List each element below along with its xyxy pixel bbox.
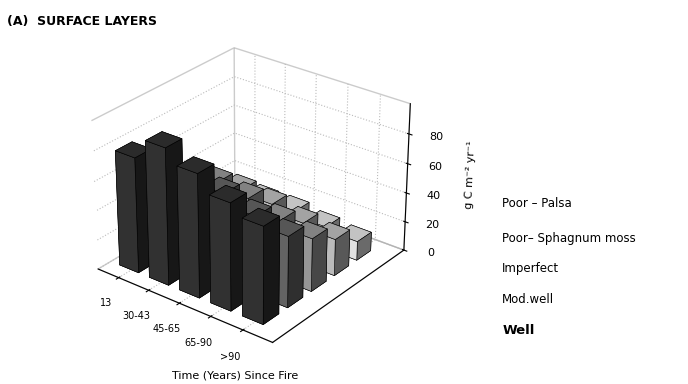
Text: Well: Well bbox=[502, 324, 535, 337]
Text: Mod.well: Mod.well bbox=[502, 293, 555, 306]
Text: Poor– Sphagnum moss: Poor– Sphagnum moss bbox=[502, 232, 636, 245]
Text: Time (Years) Since Fire: Time (Years) Since Fire bbox=[172, 370, 299, 380]
Text: (A)  SURFACE LAYERS: (A) SURFACE LAYERS bbox=[7, 15, 157, 28]
Text: Poor – Palsa: Poor – Palsa bbox=[502, 197, 572, 210]
Text: Imperfect: Imperfect bbox=[502, 262, 559, 275]
